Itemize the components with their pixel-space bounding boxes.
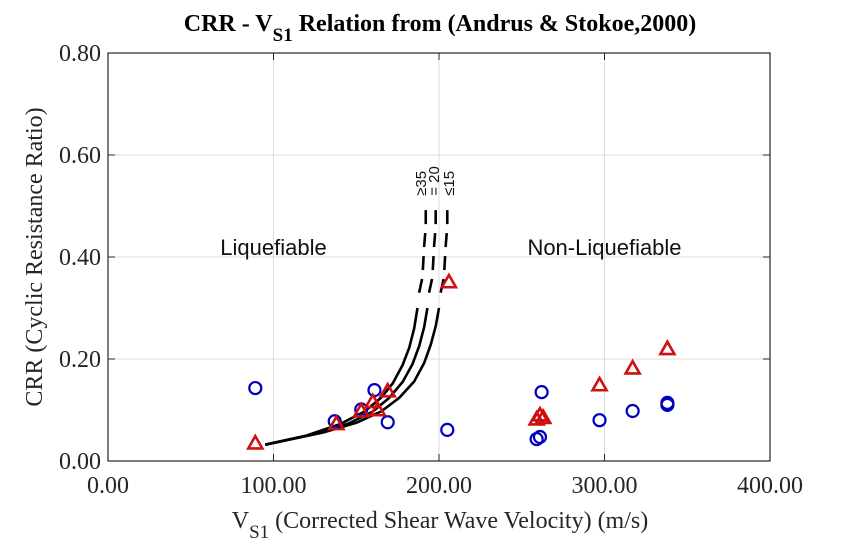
triangle-marker: [439, 272, 459, 289]
y-tick-label: 0.60: [59, 143, 101, 169]
circle-marker: [534, 385, 549, 400]
y-axis-label: CRR (Cyclic Resistance Ratio): [22, 107, 48, 406]
triangle-marker: [246, 433, 265, 450]
grid: [108, 53, 770, 461]
triangle-marker: [327, 414, 346, 431]
circle-marker: [625, 403, 640, 419]
y-tick-label: 0.80: [59, 41, 101, 67]
curve-label: = 20: [426, 166, 443, 196]
circle-marker: [592, 413, 607, 428]
y-tick-label: 0.00: [59, 449, 101, 475]
circle-marker: [248, 380, 263, 396]
crr-curve-dashed: [439, 206, 449, 293]
markers: [246, 272, 677, 450]
triangle-marker: [368, 400, 388, 417]
x-tick-label: 200.00: [406, 473, 472, 499]
crr-curve: [264, 307, 441, 446]
triangle-marker: [590, 375, 609, 392]
circle-marker: [532, 429, 548, 445]
x-tick-label: 100.00: [241, 473, 307, 499]
region-label: Non-Liquefiable: [527, 235, 681, 260]
triangle-marker: [534, 408, 553, 425]
triangle-marker: [530, 405, 550, 422]
crr-curve: [264, 307, 419, 446]
x-axis-label: VS1 (Corrected Shear Wave Velocity) (m/s…: [232, 508, 648, 543]
annotations: Liquefiable Non-Liquefiable ≥35= 20≤15: [220, 166, 681, 260]
crr-curve-dashed: [417, 206, 428, 293]
triangle-marker: [363, 392, 383, 409]
x-tick-label: 0.00: [87, 473, 129, 499]
circle-marker: [327, 414, 342, 429]
curves: [264, 206, 449, 446]
ticks: 0.00 100.00 200.00 300.00 400.00 0.00 0.20 0.40…: [59, 41, 803, 499]
triangle-marker: [378, 381, 397, 398]
triangle-marker: [351, 401, 371, 418]
curve-label: ≥35: [413, 171, 430, 196]
triangle-marker: [623, 358, 642, 375]
region-label: Liquefiable: [220, 235, 326, 260]
x-tick-label: 300.00: [572, 473, 638, 499]
crr-curve: [264, 307, 429, 446]
circle-marker: [440, 422, 455, 437]
y-tick-label: 0.20: [59, 347, 101, 373]
y-tick-label: 0.40: [59, 245, 101, 271]
crr-curve-dashed: [427, 206, 437, 293]
x-tick-label: 400.00: [737, 473, 803, 499]
triangle-marker: [658, 339, 677, 356]
chart-title: CRR - VS1 Relation from (Andrus & Stokoe…: [184, 11, 697, 46]
curve-label: ≤15: [441, 171, 458, 196]
circle-marker: [367, 383, 382, 398]
circle-marker: [660, 397, 675, 412]
circle-marker: [380, 415, 395, 430]
